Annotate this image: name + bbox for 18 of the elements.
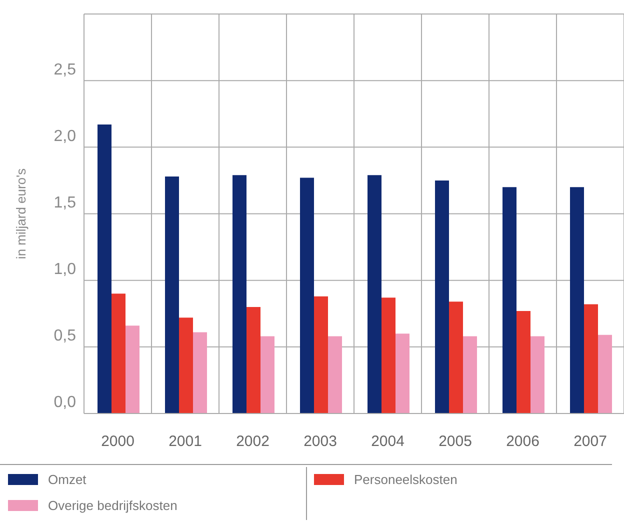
x-tick-label: 2005: [438, 433, 472, 450]
x-tick-label: 2003: [304, 433, 337, 450]
x-tick-label: 2004: [371, 433, 404, 450]
x-tick-label: 2001: [168, 433, 202, 450]
x-tick-label: 2007: [574, 433, 607, 450]
y-axis-title: in miljard euro's: [14, 168, 29, 260]
legend-label: Personeelskosten: [354, 470, 458, 488]
x-tick-label: 2000: [101, 433, 134, 450]
x-tick-label: 2002: [236, 433, 270, 450]
y-tick-label: 1,5: [54, 194, 76, 212]
y-tick-label: 0,0: [54, 394, 76, 412]
legend-label: Omzet: [48, 470, 86, 488]
y-tick-label: 0,5: [54, 328, 76, 345]
y-tick-label: 2,0: [54, 128, 76, 145]
y-tick-label: 2,5: [54, 61, 76, 78]
x-tick-label: 2006: [506, 433, 540, 450]
legend-label: Overige bedrijfskosten: [48, 496, 178, 515]
y-tick-label: 1,0: [54, 261, 76, 278]
